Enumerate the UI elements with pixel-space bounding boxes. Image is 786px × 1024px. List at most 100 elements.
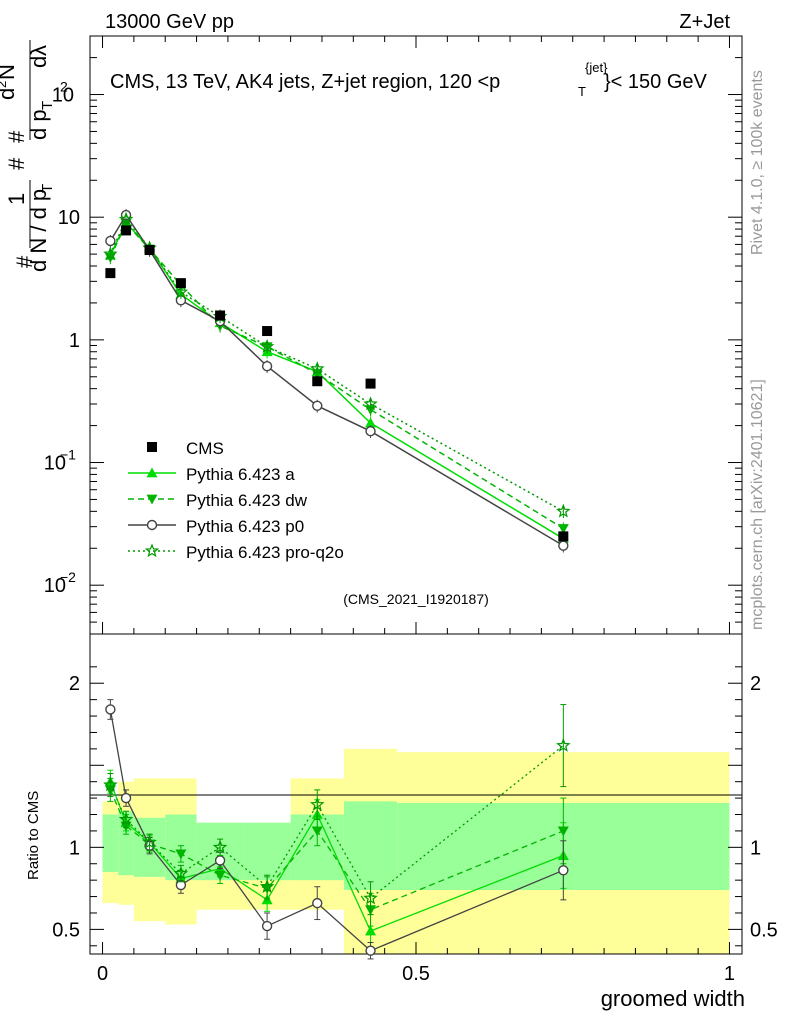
svg-text:T: T: [39, 101, 56, 110]
svg-text:d N / d p: d N / d p: [26, 189, 51, 272]
y-tick-label-ratio: 0.5: [52, 919, 80, 941]
ratio-point-2: [261, 920, 273, 932]
legend-marker-2: [146, 519, 158, 531]
main-point-1: [557, 524, 569, 534]
svg-text:#: #: [4, 157, 29, 170]
ratio-point-3: [212, 839, 228, 854]
y-tick-label-ratio-right: 1: [750, 837, 761, 859]
x-axis-label: groomed width: [601, 986, 745, 1011]
ratio-point-3: [103, 777, 118, 792]
y-tick-label-main: 10: [52, 85, 74, 107]
ratio-point-2: [312, 897, 323, 909]
svg-text:d: d: [0, 88, 19, 100]
svg-text:d p: d p: [26, 109, 51, 140]
ratio-point-2: [120, 792, 132, 804]
x-tick-label: 1: [724, 963, 735, 985]
x-tick-label: 0.5: [402, 963, 430, 985]
y-tick-label-ratio: 2: [69, 673, 80, 695]
svg-text:N: N: [0, 64, 19, 80]
legend-label-2: Pythia 6.423 p0: [186, 517, 304, 536]
main-point-2: [105, 235, 116, 247]
ratio-point-3: [363, 890, 378, 905]
side-mcplots-label: mcplots.cern.ch [arXiv:2401.10621]: [749, 379, 766, 630]
data-point: [121, 225, 132, 236]
ratio-line-3: [109, 745, 564, 900]
chart-title-sup: {jet}: [585, 60, 608, 75]
y-tick-label-main: 10: [44, 453, 66, 475]
ratio-point-0: [365, 925, 377, 936]
main-line-3: [109, 217, 564, 512]
legend-marker-data: [147, 442, 157, 452]
ratio-y-axis-label: Ratio to CMS: [25, 791, 42, 880]
y-tick-label-main: 10: [58, 207, 80, 229]
ratio-point-1: [175, 849, 187, 860]
legend-label-0: Pythia 6.423 a: [186, 465, 295, 484]
ratio-point-3: [259, 879, 275, 893]
ratio-point-1: [557, 826, 569, 837]
svg-text:T: T: [39, 184, 56, 193]
y-tick-label-ratio-right: 0.5: [750, 919, 778, 941]
main-y-axis-label: # 1 d N / d p T # # d 2 N d p T d λ: [0, 40, 56, 272]
main-point-2: [261, 360, 273, 372]
legend-label-3: Pythia 6.423 pro-q2o: [186, 543, 344, 562]
legend-marker-1: [146, 494, 158, 505]
main-point-0: [365, 417, 377, 428]
chart-title-sub: T: [578, 84, 586, 99]
svg-text:λ: λ: [26, 45, 51, 56]
ratio-point-3: [173, 865, 189, 880]
ratio-band-inner: [102, 814, 119, 872]
y-tick-label-main: 1: [69, 330, 80, 352]
legend-marker-0: [146, 467, 158, 478]
ratio-point-3: [142, 834, 157, 849]
data-point: [558, 531, 569, 542]
y-tick-exp-main: −2: [60, 569, 76, 585]
analysis-label: (CMS_2021_I1920187): [343, 591, 489, 607]
ratio-point-3: [556, 737, 571, 752]
svg-text:2: 2: [0, 81, 9, 88]
main-point-3: [173, 284, 189, 299]
main-point-3: [118, 211, 134, 226]
main-point-2: [312, 400, 323, 412]
legend-label-data: CMS: [186, 439, 224, 458]
main-point-3: [103, 246, 118, 261]
side-rivet-label: Rivet 4.1.0, ≥ 100k events: [749, 70, 766, 255]
svg-text:d: d: [26, 56, 51, 68]
x-tick-label: 0: [97, 963, 108, 985]
data-point: [105, 268, 116, 279]
main-point-3: [363, 396, 378, 411]
data-point: [144, 245, 155, 256]
ratio-band-inner: [118, 811, 134, 876]
y-tick-label-main: 10: [44, 575, 66, 597]
main-point-3: [556, 503, 571, 518]
svg-text:1: 1: [4, 193, 29, 205]
data-point: [312, 376, 323, 387]
legend: CMS Pythia 6.423 a Pythia 6.423 dw Pythia 6…: [128, 439, 344, 562]
data-point: [215, 310, 226, 321]
ratio-band-inner: [343, 801, 398, 890]
ratio-point-1: [311, 826, 323, 837]
ratio-panel: 0.5 0.5 1 1 2 2 Ratio to CMS: [25, 633, 778, 960]
main-panel: CMS, 13 TeV, AK4 jets, Z+jet region, 120…: [44, 35, 743, 635]
header-left: 13000 GeV pp: [105, 11, 234, 33]
main-point-3: [259, 339, 275, 353]
main-line-2: [109, 213, 564, 547]
main-point-3: [309, 361, 325, 376]
ratio-point-2: [214, 855, 226, 866]
main-line-1: [109, 222, 564, 530]
ratio-point-2: [105, 704, 116, 715]
main-line-0: [109, 221, 564, 540]
main-point-2: [365, 426, 376, 437]
legend-marker-3: [144, 543, 160, 558]
legend-label-1: Pythia 6.423 dw: [186, 491, 308, 510]
y-tick-exp-main: 2: [60, 79, 68, 95]
chart-title-main: CMS, 13 TeV, AK4 jets, Z+jet region, 120…: [110, 71, 500, 93]
y-tick-label-ratio-right: 2: [750, 673, 761, 695]
chart-title-tail: }< 150 GeV: [604, 71, 708, 93]
ratio-point-3: [118, 811, 134, 826]
y-tick-exp-main: −1: [60, 447, 76, 463]
y-tick-label-ratio: 1: [69, 837, 80, 859]
ratio-point-3: [309, 797, 325, 811]
data-point: [175, 278, 186, 289]
svg-text:#: #: [4, 130, 29, 143]
